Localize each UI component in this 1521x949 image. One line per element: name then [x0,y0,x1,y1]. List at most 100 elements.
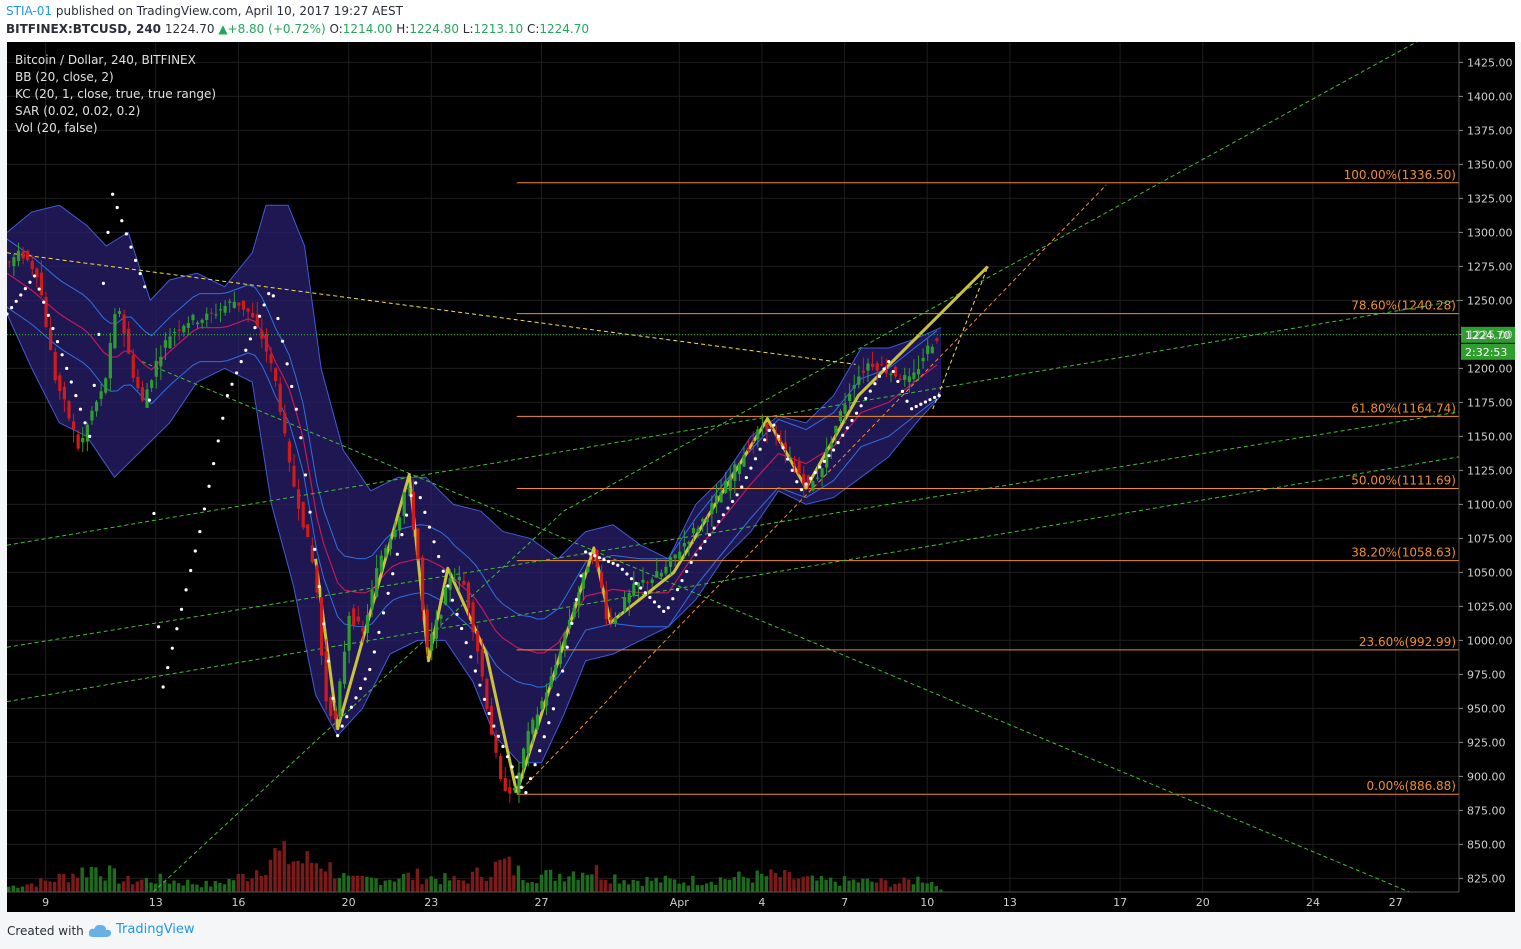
candle-body [85,424,89,442]
candle-body [292,465,296,487]
volume-bar [723,879,727,892]
sar-dot [111,192,115,196]
volume-bar [250,878,254,892]
sar-dot [216,439,220,443]
volume-bar [911,884,916,892]
sar-dot [896,379,900,384]
volume-bar [489,876,493,892]
candle-body [682,543,686,547]
time-tick-label: 16 [231,896,245,909]
candle-body [159,356,163,367]
volume-bar [558,873,562,892]
volume-bar [434,878,438,892]
volume-bar [300,863,305,892]
candle-body [21,251,25,259]
volume-bar [199,887,204,892]
candle-body [893,366,898,377]
volume-bar [218,883,222,892]
sar-dot [372,650,376,654]
chart-area[interactable]: 100.00%(1336.50) 78.60%(1240.28) 61.80%(11… [5,34,1515,912]
volume-bar [25,884,29,892]
candle-body [35,268,39,278]
volume-bar [466,883,470,892]
sar-dot [455,612,459,616]
candle-body [719,492,723,503]
sar-dot [179,607,184,611]
candle-body [466,582,471,608]
bollinger-layer [6,204,942,764]
sar-dot [809,476,813,480]
volume-bar [727,879,732,892]
volume-bar [20,886,25,892]
time-tick-label: 17 [1113,896,1127,909]
candle-body [655,571,659,578]
candle-body [535,714,539,730]
volume-bar [507,856,511,892]
tradingview-link[interactable]: TradingView [116,922,195,937]
sar-dot [538,749,542,753]
candle-body [691,528,696,534]
fib-level-label: 38.20%(1058.63) [1351,546,1456,560]
candle-body [420,557,425,611]
volume-bar [287,864,291,892]
sar-dot [923,400,928,404]
price-tick-label: 1250.00 [1467,294,1513,307]
price-tick-label: 1425.00 [1467,56,1513,69]
trend-line [152,34,1429,893]
volume-bar [544,870,548,892]
candle-body [264,333,269,352]
candle-body [650,579,654,584]
legend-item: Bitcoin / Dollar, 240, BITFINEX [15,53,196,67]
candle-body [769,428,774,430]
volume-bar [659,882,663,892]
sar-dot [717,519,721,524]
volume-bar [663,875,668,892]
sar-dot [271,294,275,298]
volume-bar [406,872,410,892]
price-chart[interactable]: 100.00%(1336.50) 78.60%(1240.28) 61.80%(11… [5,34,1515,912]
volume-bar [424,879,429,892]
sar-dot [299,436,303,440]
volume-bar [254,870,259,892]
volume-bar [314,863,319,892]
volume-bar [282,841,286,892]
volume-bar [599,879,603,892]
volume-bar [622,880,626,892]
time-tick-label: Apr [670,896,690,909]
sar-dot [583,550,588,554]
candle-body [480,648,484,677]
sar-dot [124,232,128,236]
candle-body [806,475,810,484]
candle-body [843,404,847,414]
price-tick-label: 1375.00 [1467,124,1513,137]
volume-bar [85,877,89,892]
volume-bar [158,873,162,892]
sar-dot [597,556,601,560]
volume-bar [7,886,11,892]
sar-dot [239,360,243,364]
time-tick-label: 24 [1306,896,1320,909]
candle-body [756,429,760,440]
sar-dot [854,411,859,415]
volume-bar [34,886,38,892]
volume-bar [342,873,346,892]
sar-dot [629,577,634,581]
candle-body [205,313,209,320]
sar-dot [492,724,496,728]
candle-body [195,322,200,325]
sar-dot [106,230,110,234]
volume-bar [806,876,810,892]
legend-item: Vol (20, false) [15,121,98,135]
fib-level-label: 100.00%(1336.50) [1344,168,1456,182]
author-link[interactable]: STIA-01 [6,4,53,18]
volume-bar [52,881,57,892]
candle-body [398,517,402,531]
price-tick-label: 1325.00 [1467,192,1513,205]
time-tick-label: 27 [1389,896,1403,909]
candle-body [310,545,314,563]
candle-body [370,589,374,610]
candle-body [108,342,112,379]
sar-dot [643,591,647,595]
volume-bar [461,880,466,892]
volume-bar [75,877,80,892]
